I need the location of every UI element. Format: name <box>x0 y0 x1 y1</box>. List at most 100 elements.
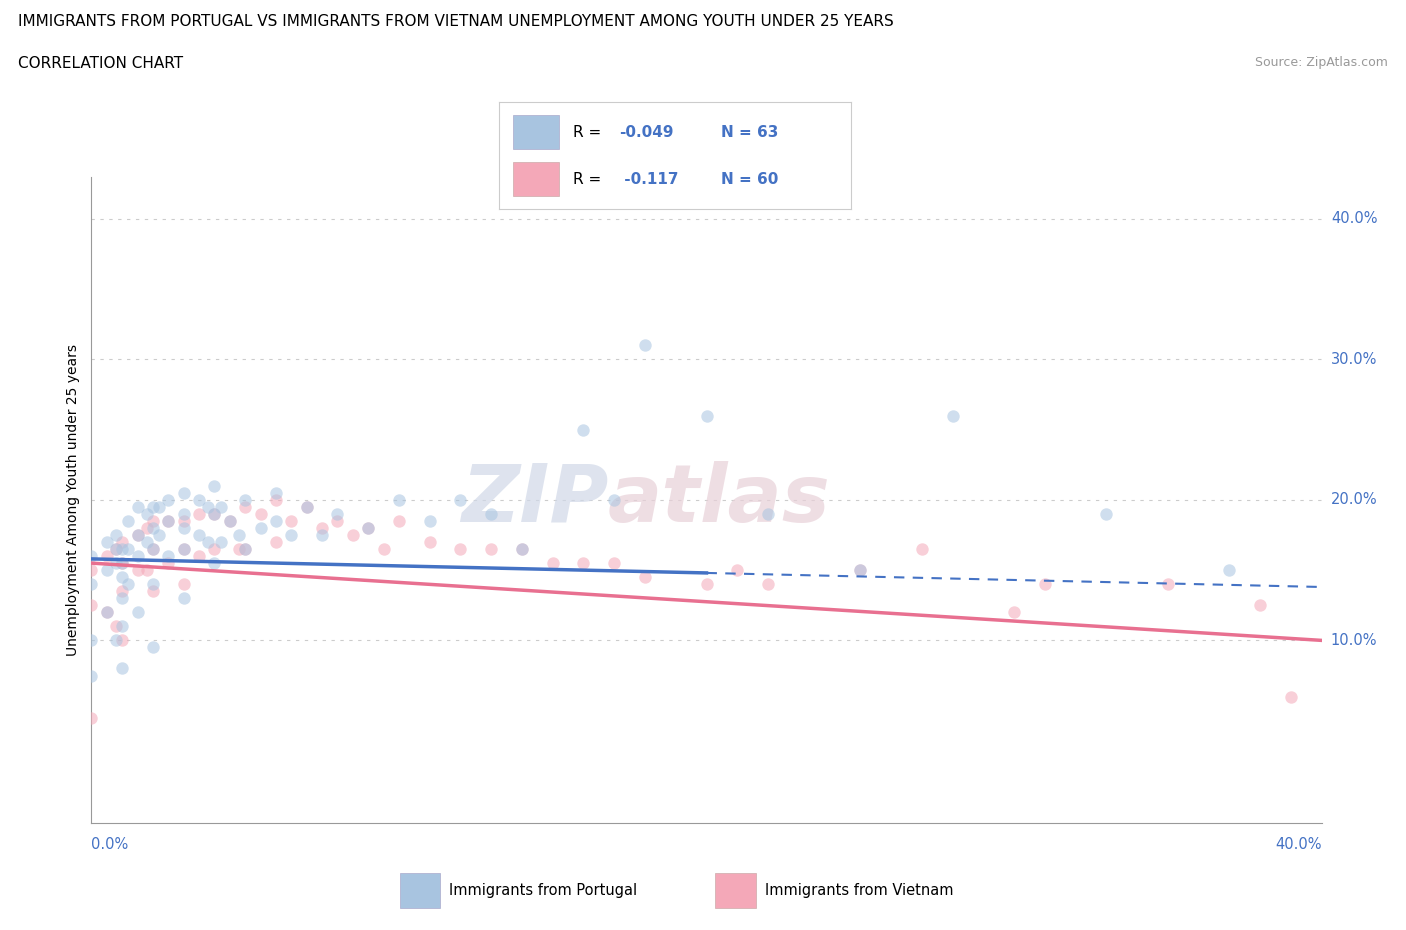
Point <box>1218 563 1240 578</box>
Bar <box>399 872 440 909</box>
Point <box>173 541 195 556</box>
Point <box>111 633 134 648</box>
Point <box>280 527 302 542</box>
Point <box>127 527 149 542</box>
Point <box>157 549 180 564</box>
Point <box>696 577 718 591</box>
Point <box>233 541 256 556</box>
Point <box>1033 577 1056 591</box>
Point <box>127 563 149 578</box>
Point <box>249 507 271 522</box>
Point <box>280 513 302 528</box>
Point <box>96 604 118 619</box>
Point <box>157 513 180 528</box>
Point <box>157 493 180 508</box>
Point <box>233 493 256 508</box>
Point <box>80 577 103 591</box>
Point <box>264 485 287 500</box>
Point <box>127 499 149 514</box>
Point <box>449 493 471 508</box>
Point <box>357 521 380 536</box>
Point <box>173 507 195 522</box>
Point <box>142 584 165 599</box>
Point <box>188 493 211 508</box>
Point <box>756 507 779 522</box>
Point <box>1249 598 1271 613</box>
Point <box>173 541 195 556</box>
Point <box>849 563 872 578</box>
Bar <box>716 872 755 909</box>
Text: 40.0%: 40.0% <box>1331 211 1378 226</box>
Text: 40.0%: 40.0% <box>1275 837 1322 852</box>
Point <box>135 535 157 550</box>
Point <box>142 541 165 556</box>
Point <box>202 507 225 522</box>
Point <box>849 563 872 578</box>
Point <box>111 541 134 556</box>
Point <box>142 541 165 556</box>
Text: 30.0%: 30.0% <box>1331 352 1378 366</box>
Point <box>173 485 195 500</box>
Point <box>142 577 165 591</box>
Point <box>228 541 250 556</box>
Text: CORRELATION CHART: CORRELATION CHART <box>18 56 183 71</box>
Text: 10.0%: 10.0% <box>1331 633 1378 648</box>
Point <box>188 549 211 564</box>
Text: R =: R = <box>574 172 606 187</box>
Text: ZIP: ZIP <box>461 461 607 538</box>
Text: N = 63: N = 63 <box>721 125 778 140</box>
Point <box>105 633 127 648</box>
Point <box>725 563 748 578</box>
Point <box>202 555 225 570</box>
Point <box>541 555 564 570</box>
Point <box>295 499 318 514</box>
Point <box>295 499 318 514</box>
Point <box>373 541 395 556</box>
Point <box>264 513 287 528</box>
Bar <box>513 115 560 150</box>
Point <box>209 499 232 514</box>
Point <box>197 535 219 550</box>
Point <box>326 513 349 528</box>
Point <box>228 527 250 542</box>
Text: Immigrants from Vietnam: Immigrants from Vietnam <box>765 883 953 898</box>
Point <box>127 549 149 564</box>
Point <box>634 570 657 585</box>
Text: Source: ZipAtlas.com: Source: ZipAtlas.com <box>1254 56 1388 69</box>
Point <box>173 521 195 536</box>
Point <box>105 541 127 556</box>
Point <box>96 535 118 550</box>
Text: 0.0%: 0.0% <box>91 837 128 852</box>
Bar <box>513 162 560 196</box>
Point <box>111 555 134 570</box>
Point <box>117 541 139 556</box>
Point <box>148 499 170 514</box>
Point <box>342 527 364 542</box>
Text: 20.0%: 20.0% <box>1331 492 1378 508</box>
Point <box>173 513 195 528</box>
Point <box>634 338 657 352</box>
Point <box>202 541 225 556</box>
Point <box>142 513 165 528</box>
Point <box>105 541 127 556</box>
Point <box>96 563 118 578</box>
Point <box>249 521 271 536</box>
Point <box>449 541 471 556</box>
Point <box>117 577 139 591</box>
Text: atlas: atlas <box>607 461 831 538</box>
Text: -0.049: -0.049 <box>619 125 673 140</box>
Y-axis label: Unemployment Among Youth under 25 years: Unemployment Among Youth under 25 years <box>66 344 80 656</box>
Point <box>510 541 533 556</box>
Point <box>80 598 103 613</box>
Point <box>419 535 441 550</box>
Point <box>105 618 127 633</box>
Point <box>1279 689 1302 704</box>
Point <box>80 633 103 648</box>
Point <box>96 604 118 619</box>
Point <box>264 493 287 508</box>
Point <box>264 535 287 550</box>
Text: R =: R = <box>574 125 606 140</box>
Point <box>202 478 225 493</box>
Point <box>1095 507 1118 522</box>
Point <box>111 535 134 550</box>
